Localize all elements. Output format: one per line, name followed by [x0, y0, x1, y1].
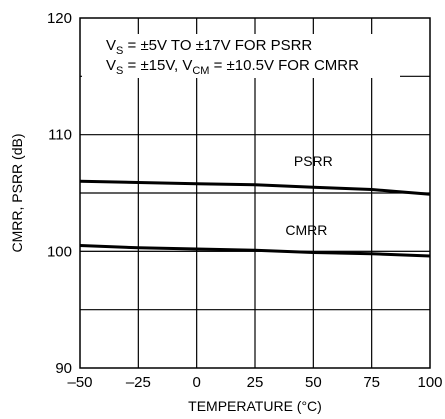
y-tick-label: 90 [55, 360, 72, 377]
y-tick-label: 120 [47, 10, 72, 27]
condition-line-psrr: VS = ±5V TO ±17V FOR PSRR [106, 37, 312, 57]
series-line-psrr [79, 179, 431, 196]
x-tick-label: 100 [417, 374, 442, 391]
condition-box [82, 34, 400, 78]
series-label-cmrr: CMRR [285, 222, 327, 238]
series-line-cmrr [79, 244, 431, 258]
y-tick-label: 110 [48, 127, 72, 144]
y-tick-labels: 90 100 110 120 [47, 10, 72, 377]
x-tick-label: –50 [67, 374, 92, 391]
condition-line-cmrr: VS = ±15V, VCM = ±10.5V FOR CMRR [106, 57, 359, 77]
x-tick-labels: –50 –25 0 25 50 75 100 [67, 374, 442, 391]
x-tick-label: –25 [126, 374, 151, 391]
series [79, 179, 431, 258]
y-tick-label: 100 [47, 243, 72, 260]
x-tick-label: 75 [363, 374, 380, 391]
x-tick-label: 25 [247, 374, 264, 391]
series-label-psrr: PSRR [294, 153, 333, 169]
x-tick-label: 50 [305, 374, 322, 391]
x-tick-label: 0 [192, 374, 200, 391]
x-axis-title: TEMPERATURE (°C) [188, 398, 322, 414]
y-axis-title: CMRR, PSRR (dB) [9, 133, 25, 252]
series-labels: PSRR CMRR [285, 153, 332, 238]
